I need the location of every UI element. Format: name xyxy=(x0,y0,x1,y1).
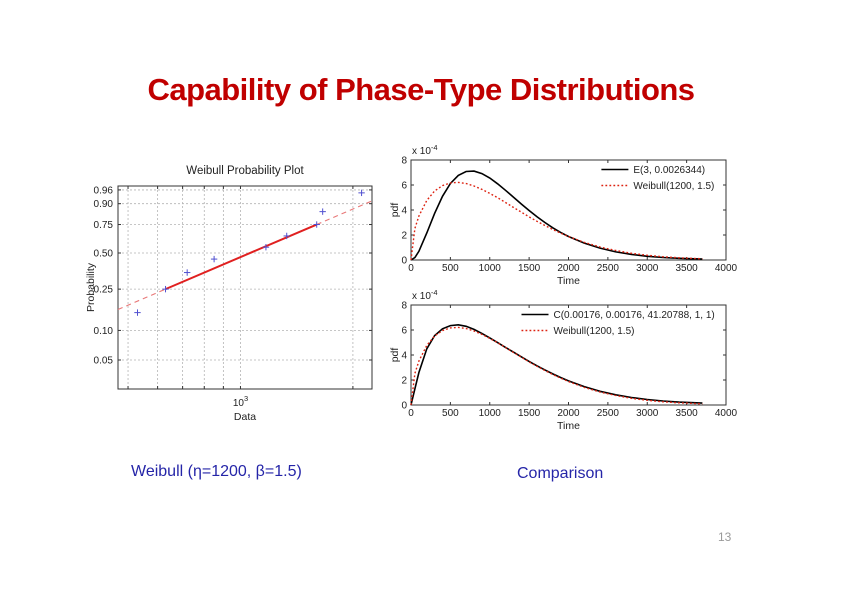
y-tick-label: 0 xyxy=(401,256,407,267)
x-tick-label: 4000 xyxy=(715,263,738,274)
data-point xyxy=(210,255,218,263)
plot-box xyxy=(117,185,373,390)
curve-2 xyxy=(410,181,703,261)
erlang-comparison-pdf-plot: 0 500 1000 1500 2000 2500 3000 3500 4000 0 2 4 6 8 x 1… xyxy=(390,143,738,287)
data-point xyxy=(262,243,270,251)
data-point xyxy=(358,189,365,197)
fit-line xyxy=(165,223,318,291)
weibull-probability-plot: 0.05 0.10 0.25 0.50 0.75 0.90 0.96 Weibull Prob… xyxy=(85,165,373,423)
legend-label: Weibull(1200, 1.5) xyxy=(633,181,714,192)
x-axis-label: Time xyxy=(557,420,580,432)
y-tick-label: 0.10 xyxy=(94,326,114,337)
y-tick-label: 0.75 xyxy=(94,220,114,231)
x-axis-label: Data xyxy=(234,411,256,423)
x-tick-label: 103 xyxy=(233,394,248,409)
y-scale-label: x 10-4 xyxy=(412,288,438,302)
legend-label: E(3, 0.0026344) xyxy=(633,165,705,176)
x-tick-label: 1500 xyxy=(518,263,541,274)
data-point xyxy=(313,221,320,228)
y-tick-label: 8 xyxy=(401,301,407,312)
x-tick-label: 1000 xyxy=(479,408,502,419)
legend-label: C(0.00176, 0.00176, 41.20788, 1, 1) xyxy=(554,310,715,321)
y-tick-label: 4 xyxy=(401,351,407,362)
fit-line-dashed-right xyxy=(316,200,373,226)
y-tick-label: 6 xyxy=(401,181,407,192)
x-tick-label: 2000 xyxy=(557,408,580,419)
data-point xyxy=(162,285,169,293)
y-tick-label: 6 xyxy=(401,326,407,337)
data-point xyxy=(283,232,290,240)
x-tick-label: 500 xyxy=(442,263,459,274)
x-tick-label: 0 xyxy=(408,263,414,274)
y-tick-label: 2 xyxy=(401,376,407,387)
curve-2 xyxy=(410,326,703,406)
page-number: 13 xyxy=(718,530,732,544)
x-tick-label: 3500 xyxy=(676,408,699,419)
x-tick-label: 1500 xyxy=(518,408,541,419)
curve-1 xyxy=(410,323,703,406)
y-axis-label: Probability xyxy=(85,262,97,312)
y-scale-label: x 10-4 xyxy=(412,143,438,157)
y-axis-label: pdf xyxy=(390,203,401,218)
x-tick-label: 2500 xyxy=(597,408,620,419)
y-tick-label: 0 xyxy=(401,401,407,412)
x-tick-label: 0 xyxy=(408,408,414,419)
x-axis-label: Time xyxy=(557,275,580,287)
x-tick-label: 3500 xyxy=(676,263,699,274)
y-tick-label: 0.25 xyxy=(94,285,114,296)
slide-title: Capability of Phase-Type Distributions xyxy=(147,72,695,107)
data-point xyxy=(183,269,191,276)
y-tick-label: 0.50 xyxy=(94,249,114,260)
y-tick-label: 0.96 xyxy=(94,185,114,196)
y-axis-label: pdf xyxy=(390,348,401,363)
caption-weibull-parameters: Weibull (η=1200, β=1.5) xyxy=(131,463,302,480)
x-tick-label: 3000 xyxy=(636,408,659,419)
caption-comparison: Comparison xyxy=(517,465,604,482)
y-tick-label: 0.05 xyxy=(94,355,114,366)
curve-1 xyxy=(410,170,703,261)
plot-title: Weibull Probability Plot xyxy=(186,165,304,177)
x-tick-label: 2500 xyxy=(597,263,620,274)
y-tick-label: 8 xyxy=(401,156,407,167)
x-tick-label: 2000 xyxy=(557,263,580,274)
legend-label: Weibull(1200, 1.5) xyxy=(554,326,635,337)
y-tick-label: 0.90 xyxy=(94,199,114,210)
x-tick-label: 500 xyxy=(442,408,459,419)
x-tick-label: 3000 xyxy=(636,263,659,274)
fit-line-dashed-left xyxy=(117,288,166,311)
y-tick-label: 4 xyxy=(401,206,407,217)
x-tick-label: 4000 xyxy=(715,408,738,419)
data-point xyxy=(319,208,326,215)
x-tick-label: 1000 xyxy=(479,263,502,274)
y-tick-label: 2 xyxy=(401,231,407,242)
coxian-comparison-pdf-plot: 0 500 1000 1500 2000 2500 3000 3500 4000 0 2 4 6 8 x 1… xyxy=(390,288,738,432)
data-point xyxy=(134,309,141,316)
